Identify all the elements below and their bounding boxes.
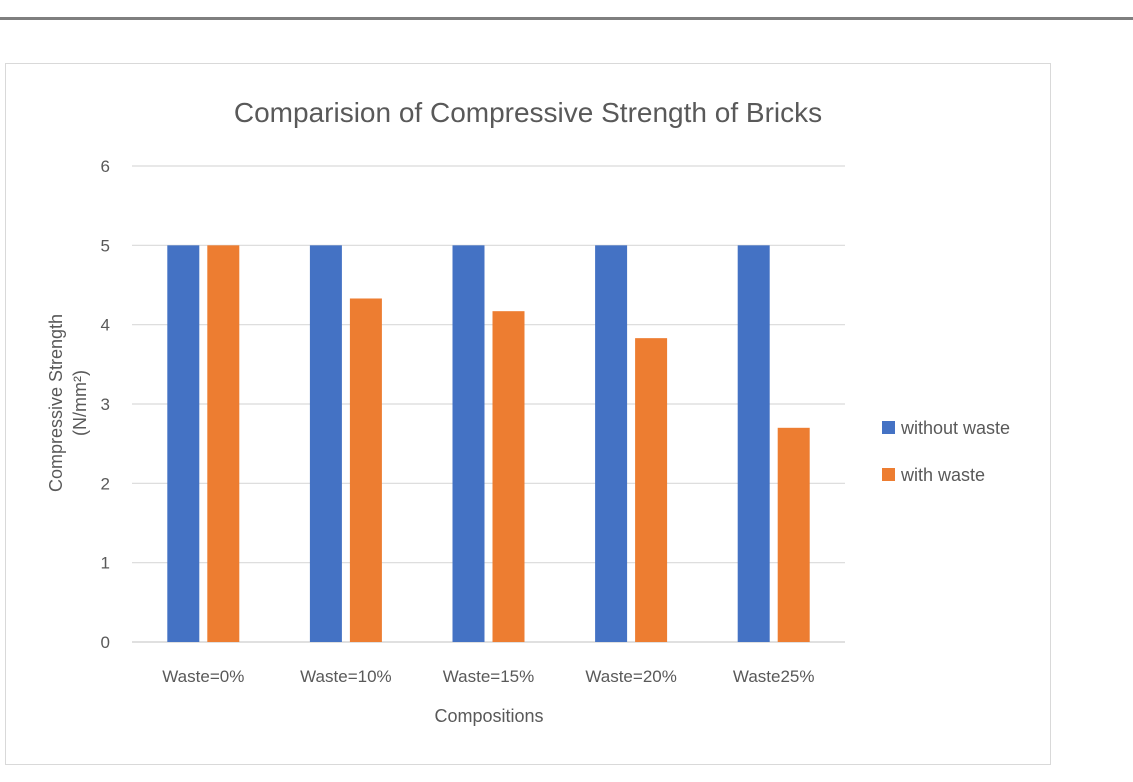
legend-swatch-with-waste [882, 468, 895, 481]
y-axis-label-line1: Compressive Strength [46, 314, 66, 492]
y-tick-label: 3 [101, 395, 110, 414]
bar-without-waste-2 [452, 245, 485, 643]
x-tick-label: Waste=0% [162, 667, 244, 686]
x-axis-label: Compositions [434, 706, 543, 726]
y-axis-ticks: 0 1 2 3 4 5 6 [101, 157, 110, 652]
bar-with-waste-3 [635, 338, 668, 642]
legend-swatch-without-waste [882, 421, 895, 434]
x-tick-label: Waste=15% [443, 667, 535, 686]
bar-with-waste-2 [492, 311, 525, 642]
bar-without-waste-0 [167, 245, 200, 643]
x-tick-label: Waste=10% [300, 667, 392, 686]
x-axis-ticks: Waste=0% Waste=10% Waste=15% Waste=20% Waste… [162, 667, 814, 686]
y-tick-label: 2 [101, 474, 110, 493]
y-tick-label: 5 [101, 236, 110, 255]
y-tick-label: 6 [101, 157, 110, 176]
x-tick-label: Waste25% [733, 667, 815, 686]
legend-label-without-waste: without waste [900, 418, 1010, 438]
y-tick-label: 4 [101, 316, 110, 335]
legend: without waste with waste [882, 418, 1010, 485]
chart-title: Comparision of Compressive Strength of B… [234, 97, 822, 128]
bar-with-waste-4 [777, 427, 810, 642]
bar-without-waste-4 [737, 245, 770, 643]
bar-with-waste-0 [207, 245, 240, 643]
top-divider [0, 17, 1133, 20]
legend-label-with-waste: with waste [900, 465, 985, 485]
bar-without-waste-3 [595, 245, 628, 643]
gridlines [132, 165, 845, 643]
y-tick-label: 0 [101, 633, 110, 652]
x-tick-label: Waste=20% [585, 667, 677, 686]
y-tick-label: 1 [101, 554, 110, 573]
bar-without-waste-1 [309, 245, 342, 643]
bar-with-waste-1 [349, 298, 382, 642]
y-axis-label-line2: (N/mm²) [70, 370, 90, 436]
bars [167, 245, 810, 643]
